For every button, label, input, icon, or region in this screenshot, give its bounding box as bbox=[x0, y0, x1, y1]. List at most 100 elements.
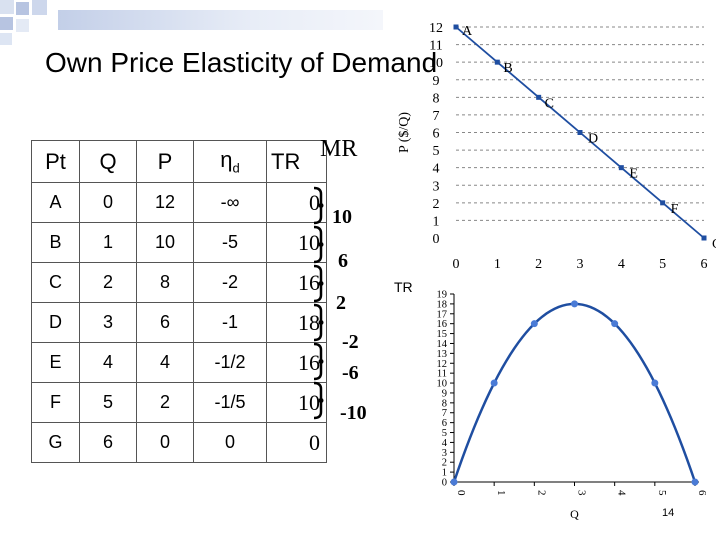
x-tick-label: 3 bbox=[577, 257, 584, 272]
x-tick-label: 2 bbox=[535, 257, 542, 272]
mr-value: -6 bbox=[342, 362, 359, 384]
y-tick-label: 11 bbox=[437, 369, 447, 380]
y-tick-label: 9 bbox=[433, 74, 440, 89]
y-tick-label: 12 bbox=[437, 359, 448, 370]
y-tick-label: 11 bbox=[429, 39, 442, 54]
tr-point bbox=[490, 379, 498, 387]
cell-pt: A bbox=[31, 182, 80, 223]
tr-curve bbox=[452, 302, 697, 483]
y-tick-label: 2 bbox=[442, 458, 447, 469]
y-tick-label: 3 bbox=[442, 448, 447, 459]
y-tick-label: 7 bbox=[433, 109, 440, 124]
cell-tr: 16 bbox=[266, 342, 327, 383]
x-tick-label: 1 bbox=[495, 490, 507, 496]
decorative-square bbox=[16, 2, 29, 15]
table-row: F 5 2 -1/5 10 bbox=[31, 382, 327, 423]
y-tick-label: 3 bbox=[433, 179, 440, 194]
cell-eta: -1/2 bbox=[193, 342, 267, 383]
cell-eta: 0 bbox=[193, 422, 267, 463]
decorative-square bbox=[0, 17, 13, 30]
y-tick-label: 14 bbox=[437, 339, 448, 350]
tr-point bbox=[691, 478, 699, 486]
y-tick-label: 9 bbox=[442, 388, 447, 399]
table-row: A 0 12 -∞ 0 bbox=[31, 182, 327, 223]
y-tick-label: 10 bbox=[437, 379, 448, 390]
mr-value: -2 bbox=[342, 331, 359, 353]
elasticity-table: Pt Q P ηd TR A 0 12 -∞ 0 B 1 10 -5 10 C 2 8 -2 16 D 3 6 -1… bbox=[31, 140, 327, 463]
cell-p: 10 bbox=[136, 222, 194, 263]
header-pt: Pt bbox=[31, 140, 80, 183]
table-header-row: Pt Q P ηd TR bbox=[31, 140, 327, 183]
cell-q: 5 bbox=[79, 382, 137, 423]
mr-brackets bbox=[313, 186, 324, 420]
page-number: 14 bbox=[662, 507, 675, 519]
x-tick-label: 1 bbox=[494, 257, 501, 272]
y-tick-label: 6 bbox=[433, 127, 440, 142]
mr-value: -10 bbox=[340, 402, 367, 424]
y-tick-label: 7 bbox=[442, 408, 447, 419]
cell-p: 6 bbox=[136, 302, 194, 343]
y-tick-label: 5 bbox=[433, 144, 440, 159]
cell-tr: 16 bbox=[266, 262, 327, 303]
x-tick-label: 4 bbox=[616, 490, 628, 496]
y-tick-label: 0 bbox=[442, 478, 447, 489]
tr-point bbox=[571, 300, 578, 308]
header-eta-symbol: η bbox=[220, 147, 233, 173]
mr-value: 6 bbox=[338, 250, 348, 272]
cell-tr: 0 bbox=[266, 422, 327, 463]
cell-p: 4 bbox=[136, 342, 194, 383]
cell-eta: -2 bbox=[193, 262, 267, 303]
demand-point-label: A bbox=[462, 24, 473, 39]
mr-value: 2 bbox=[336, 292, 346, 314]
demand-point-label: C bbox=[545, 96, 554, 111]
x-tick-label: 0 bbox=[453, 257, 460, 272]
y-tick-label: 4 bbox=[433, 162, 440, 177]
demand-point bbox=[577, 130, 583, 135]
mr-bracket-dot bbox=[318, 242, 324, 247]
demand-point bbox=[660, 200, 666, 206]
y-tick-label: 6 bbox=[442, 418, 447, 429]
demand-point-label: F bbox=[671, 202, 679, 217]
y-tick-label: 19 bbox=[437, 290, 448, 301]
y-axis-label: P ($/Q) bbox=[397, 112, 412, 153]
mr-bracket-dot bbox=[318, 281, 324, 286]
demand-point bbox=[701, 235, 707, 241]
cell-q: 3 bbox=[79, 302, 137, 343]
y-tick-label: 2 bbox=[433, 197, 440, 212]
cell-pt: B bbox=[31, 222, 80, 263]
y-tick-label: 1 bbox=[442, 468, 447, 479]
cell-pt: C bbox=[31, 262, 80, 303]
cell-p: 8 bbox=[136, 262, 194, 303]
y-tick-label: 5 bbox=[442, 428, 447, 439]
decorative-square bbox=[0, 0, 14, 14]
x-tick-label: 6 bbox=[701, 257, 708, 272]
y-tick-label: 18 bbox=[437, 299, 448, 310]
y-tick-label: 10 bbox=[429, 56, 443, 71]
cell-pt: F bbox=[31, 382, 80, 423]
cell-eta: -∞ bbox=[193, 182, 267, 223]
tr-chart-title: TR bbox=[394, 279, 413, 295]
decorative-bar bbox=[58, 10, 383, 30]
cell-pt: D bbox=[31, 302, 80, 343]
decorative-square bbox=[32, 0, 47, 15]
cell-p: 0 bbox=[136, 422, 194, 463]
mr-heading: MR bbox=[320, 136, 358, 162]
header-p: P bbox=[136, 140, 194, 183]
demand-point-label: D bbox=[588, 132, 598, 147]
demand-point-label: E bbox=[629, 167, 638, 182]
mr-bracket-dot bbox=[318, 203, 324, 208]
y-tick-label: 17 bbox=[437, 309, 448, 320]
cell-eta: -1/5 bbox=[193, 382, 267, 423]
cell-eta: -5 bbox=[193, 222, 267, 263]
table-row: B 1 10 -5 10 bbox=[31, 222, 327, 263]
cell-q: 4 bbox=[79, 342, 137, 383]
cell-pt: E bbox=[31, 342, 80, 383]
cell-p: 12 bbox=[136, 182, 194, 223]
y-tick-label: 0 bbox=[433, 232, 440, 247]
cell-q: 1 bbox=[79, 222, 137, 263]
tr-point bbox=[611, 320, 619, 328]
tr-point bbox=[450, 478, 458, 486]
